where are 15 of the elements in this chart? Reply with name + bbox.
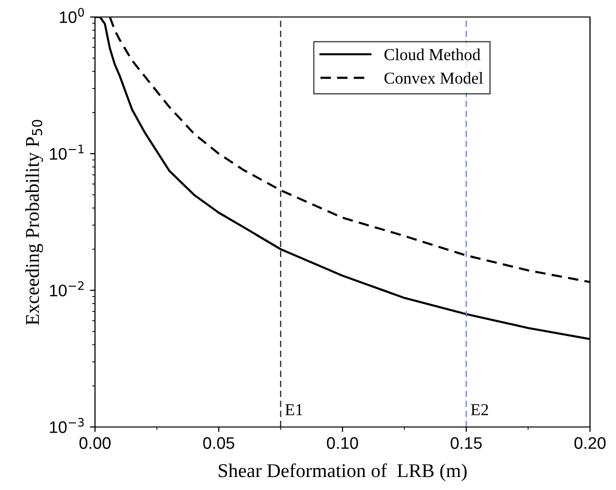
legend-label: Convex Model [384, 72, 483, 84]
x-tick-label: 0.10 [326, 437, 358, 449]
y-tick-label: 10$^{−1}$ [50, 144, 84, 160]
y-tick-label: 10$^{−3}$ [50, 418, 84, 434]
x-tick-label: 0.00 [79, 437, 111, 449]
ref-line-label: E2 [470, 404, 488, 416]
x-tick-label: 0.05 [203, 437, 234, 449]
y-axis-title: Exceeding Probability P$_{50}$ [25, 120, 44, 325]
x-axis-title: Shear Deformation of LRB (m) [218, 463, 467, 482]
y-tick-label: 10$^{0}$ [60, 8, 84, 24]
x-tick-label: 0.15 [450, 437, 482, 449]
legend-label: Cloud Method [384, 48, 480, 60]
ref-line-label: E1 [285, 404, 302, 416]
y-tick-label: 10$^{−2}$ [50, 281, 84, 296]
x-tick-label: 0.20 [574, 437, 606, 449]
